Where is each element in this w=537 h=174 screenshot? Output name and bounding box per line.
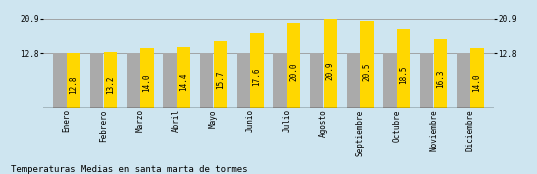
Text: 13.2: 13.2 bbox=[106, 75, 115, 94]
Bar bbox=[347, 53, 360, 108]
Bar bbox=[457, 53, 470, 108]
Text: 15.7: 15.7 bbox=[216, 71, 225, 89]
Bar bbox=[310, 53, 323, 108]
Bar bbox=[104, 52, 117, 108]
Text: 18.5: 18.5 bbox=[399, 66, 408, 84]
Bar bbox=[67, 53, 80, 108]
Bar bbox=[273, 53, 287, 108]
Bar bbox=[163, 53, 177, 108]
Text: Temperaturas Medias en santa marta de tormes: Temperaturas Medias en santa marta de to… bbox=[11, 165, 247, 174]
Bar bbox=[287, 23, 300, 108]
Bar bbox=[383, 53, 397, 108]
Text: 12.8: 12.8 bbox=[69, 76, 78, 94]
Text: 20.9: 20.9 bbox=[326, 61, 335, 80]
Bar bbox=[214, 41, 227, 108]
Bar bbox=[434, 39, 447, 108]
Text: 20.5: 20.5 bbox=[362, 62, 372, 81]
Bar bbox=[250, 33, 264, 108]
Text: 14.0: 14.0 bbox=[142, 74, 151, 92]
Bar bbox=[397, 29, 410, 108]
Bar bbox=[200, 53, 213, 108]
Text: 14.0: 14.0 bbox=[473, 74, 482, 92]
Bar bbox=[177, 47, 190, 108]
Bar bbox=[53, 53, 67, 108]
Text: 17.6: 17.6 bbox=[252, 67, 262, 86]
Bar bbox=[127, 53, 140, 108]
Bar bbox=[470, 48, 484, 108]
Bar bbox=[90, 53, 103, 108]
Bar bbox=[420, 53, 433, 108]
Text: 16.3: 16.3 bbox=[436, 69, 445, 88]
Bar bbox=[324, 19, 337, 108]
Text: 20.0: 20.0 bbox=[289, 63, 298, 81]
Text: 14.4: 14.4 bbox=[179, 73, 188, 91]
Bar bbox=[237, 53, 250, 108]
Bar bbox=[360, 21, 374, 108]
Bar bbox=[140, 48, 154, 108]
